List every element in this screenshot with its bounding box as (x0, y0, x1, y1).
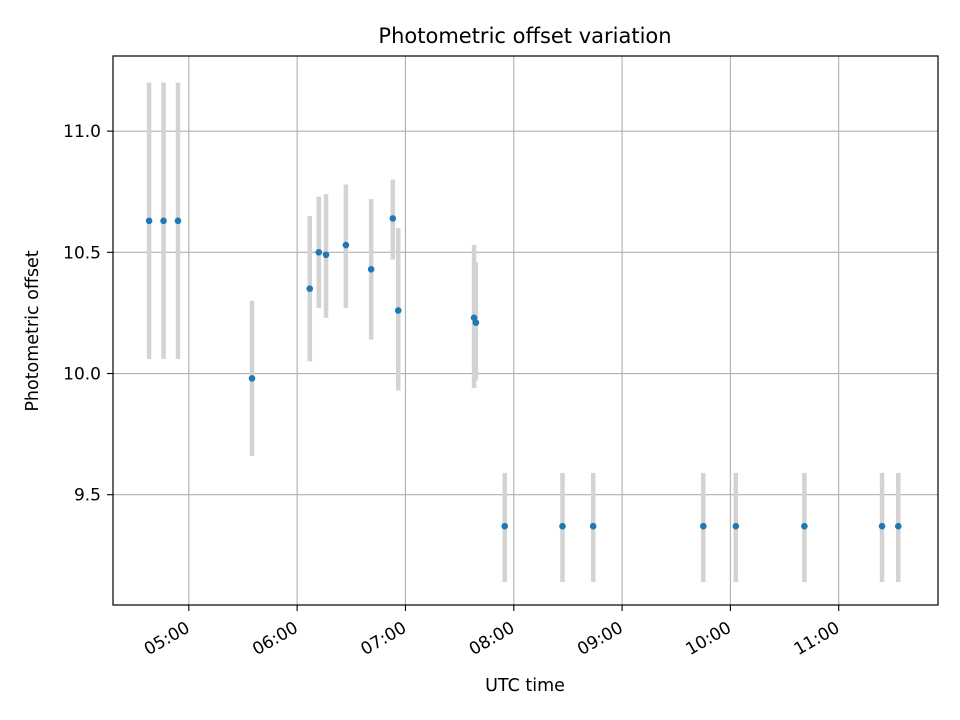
data-point (894, 522, 902, 530)
x-axis-label: UTC time (485, 676, 565, 696)
data-point (306, 285, 314, 292)
chart-title: Photometric offset variation (378, 24, 671, 48)
data-point (160, 217, 167, 225)
data-point (367, 265, 375, 273)
data-point (342, 241, 350, 249)
data-point (878, 522, 886, 530)
data-point (472, 319, 480, 326)
data-point (322, 251, 330, 259)
y-tick-label: 11.0 (63, 122, 101, 142)
y-tick-label: 10.0 (63, 365, 101, 385)
data-point (559, 522, 566, 530)
data-point (389, 215, 397, 222)
data-point (315, 249, 323, 256)
y-tick-label: 9.5 (74, 486, 101, 506)
grid (113, 56, 938, 605)
data-point (174, 217, 182, 225)
data-point (501, 522, 509, 530)
data-point (700, 522, 707, 530)
data-point (801, 522, 808, 530)
y-tick-label: 10.5 (63, 243, 101, 263)
data-point (589, 522, 597, 530)
y-axis-label: Photometric offset (23, 250, 43, 411)
data-point (732, 522, 740, 530)
data-point (394, 307, 402, 314)
plot-frame (112, 55, 939, 606)
data-point (248, 375, 256, 382)
data-points (145, 215, 902, 530)
data-point (145, 217, 153, 225)
